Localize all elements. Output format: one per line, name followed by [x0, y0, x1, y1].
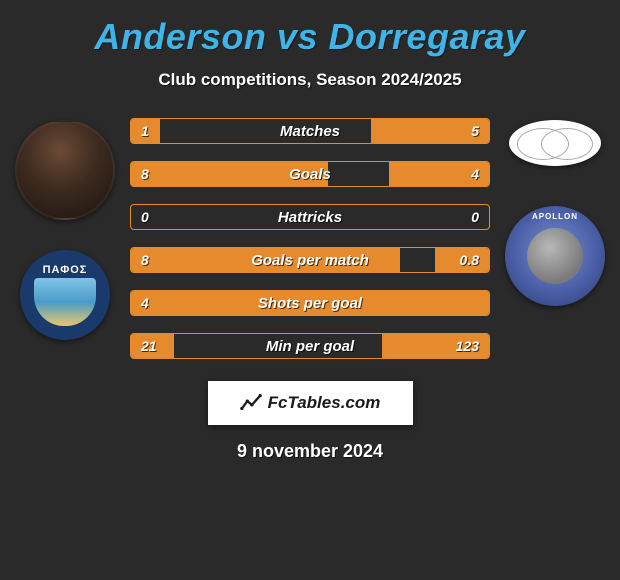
stat-row: 0 Hattricks 0 — [130, 204, 490, 230]
player-photo-left — [15, 120, 115, 220]
stat-label: Min per goal — [266, 338, 354, 355]
stat-label: Goals — [289, 166, 331, 183]
stat-row: 21 Min per goal 123 — [130, 333, 490, 359]
stat-value-left: 0 — [141, 209, 149, 225]
content-row: ΠΑΦΟΣ 1 Matches 5 8 Goals 4 0 Hattricks 0 8 Goals … — [0, 118, 620, 359]
ball-logo-right — [509, 120, 601, 166]
stat-label: Shots per goal — [258, 295, 362, 312]
club-badge-left-text: ΠΑΦΟΣ — [43, 264, 88, 276]
fctables-badge[interactable]: FcTables.com — [208, 381, 413, 425]
comparison-card: Anderson vs Dorregaray Club competitions… — [0, 0, 620, 472]
stat-label: Hattricks — [278, 209, 342, 226]
right-column — [500, 118, 610, 359]
stat-row: 1 Matches 5 — [130, 118, 490, 144]
stat-value-right: 4 — [471, 166, 479, 182]
club-badge-right — [505, 206, 605, 306]
stat-value-left: 8 — [141, 166, 149, 182]
stat-value-left: 8 — [141, 252, 149, 268]
stat-row: 8 Goals 4 — [130, 161, 490, 187]
stat-label: Matches — [280, 123, 340, 140]
stat-label: Goals per match — [251, 252, 369, 269]
subtitle: Club competitions, Season 2024/2025 — [0, 70, 620, 90]
stat-row: 8 Goals per match 0.8 — [130, 247, 490, 273]
fctables-label: FcTables.com — [268, 393, 381, 413]
stat-value-right: 0 — [471, 209, 479, 225]
date-text: 9 november 2024 — [0, 441, 620, 462]
stat-value-right: 5 — [471, 123, 479, 139]
stat-value-left: 4 — [141, 295, 149, 311]
stat-value-right: 0.8 — [460, 252, 479, 268]
stat-value-left: 21 — [141, 338, 157, 354]
club-badge-left: ΠΑΦΟΣ — [20, 250, 110, 340]
stats-list: 1 Matches 5 8 Goals 4 0 Hattricks 0 8 Goals per ma… — [130, 118, 490, 359]
chart-icon — [240, 392, 262, 414]
stat-value-left: 1 — [141, 123, 149, 139]
left-column: ΠΑΦΟΣ — [10, 118, 120, 359]
page-title: Anderson vs Dorregaray — [0, 16, 620, 58]
stat-row: 4 Shots per goal — [130, 290, 490, 316]
stat-value-right: 123 — [456, 338, 479, 354]
club-badge-left-shield — [34, 278, 96, 326]
